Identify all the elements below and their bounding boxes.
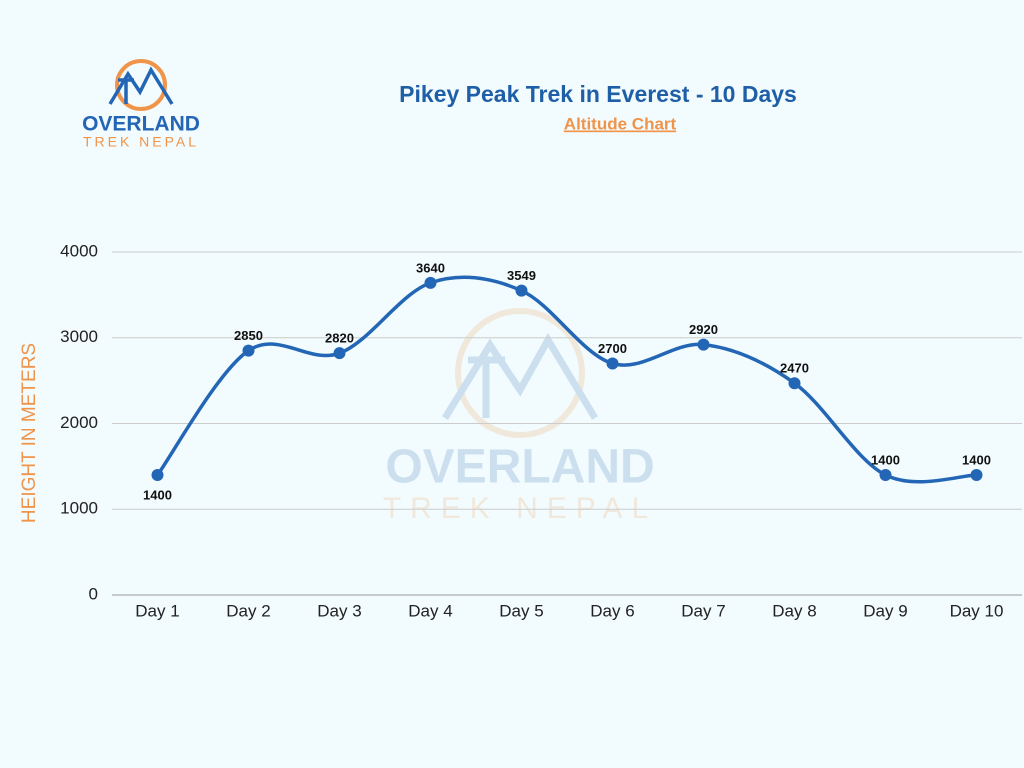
point xyxy=(151,468,164,481)
logo-mountain xyxy=(108,66,174,105)
watermark-mountain xyxy=(442,333,598,420)
y-tick-label: 3000 xyxy=(60,327,98,346)
data-label: 3640 xyxy=(416,260,445,275)
point xyxy=(697,338,710,351)
data-label: 3549 xyxy=(507,268,536,283)
data-label: 2850 xyxy=(234,328,263,343)
logo-tagline: TREK NEPAL xyxy=(83,134,199,150)
data-label: 2470 xyxy=(780,361,809,376)
x-tick-label: Day 7 xyxy=(681,601,725,620)
y-tick-label: 4000 xyxy=(60,241,98,260)
y-tick-label: 0 xyxy=(89,584,98,603)
point xyxy=(879,468,892,481)
x-tick-label: Day 4 xyxy=(408,601,452,620)
logo-mountain xyxy=(118,78,134,104)
y-tick-label: 2000 xyxy=(60,413,98,432)
data-label: 2920 xyxy=(689,322,718,337)
watermark-tagline: TREK NEPAL xyxy=(383,492,658,525)
logo: OVERLAND TREK NEPAL xyxy=(82,59,200,150)
data-label: 1400 xyxy=(962,452,991,467)
point xyxy=(242,344,255,357)
x-tick-label: Day 6 xyxy=(590,601,634,620)
x-tick-label: Day 3 xyxy=(317,601,361,620)
point xyxy=(970,468,983,481)
point xyxy=(424,276,437,289)
watermark: OVERLAND TREK NEPAL xyxy=(383,308,658,525)
x-tick-label: Day 5 xyxy=(499,601,543,620)
line xyxy=(156,275,977,484)
chart-title: Pikey Peak Trek in Everest - 10 Days xyxy=(399,81,797,107)
data-label: 2820 xyxy=(325,331,354,346)
data-label: 1400 xyxy=(143,487,172,502)
data-label: 1400 xyxy=(871,452,900,467)
watermark-ring xyxy=(455,308,585,438)
x-tick-label: Day 10 xyxy=(950,601,1004,620)
watermark-name: OVERLAND xyxy=(385,441,654,494)
point xyxy=(788,377,801,390)
y-axis-label: HEIGHT IN METERS xyxy=(19,343,40,523)
x-tick-label: Day 9 xyxy=(863,601,907,620)
y-tick-label: 1000 xyxy=(60,499,98,518)
watermark-mountain xyxy=(468,356,505,418)
x-tick-label: Day 2 xyxy=(226,601,270,620)
x-tick-label: Day 8 xyxy=(772,601,816,620)
chart-subtitle: Altitude Chart xyxy=(564,114,677,133)
x-tick-label: Day 1 xyxy=(135,601,179,620)
point xyxy=(333,347,346,360)
point xyxy=(515,284,528,297)
logo-name: OVERLAND xyxy=(82,113,200,136)
point xyxy=(606,357,619,370)
data-label: 2700 xyxy=(598,341,627,356)
logo-ring xyxy=(115,59,167,111)
